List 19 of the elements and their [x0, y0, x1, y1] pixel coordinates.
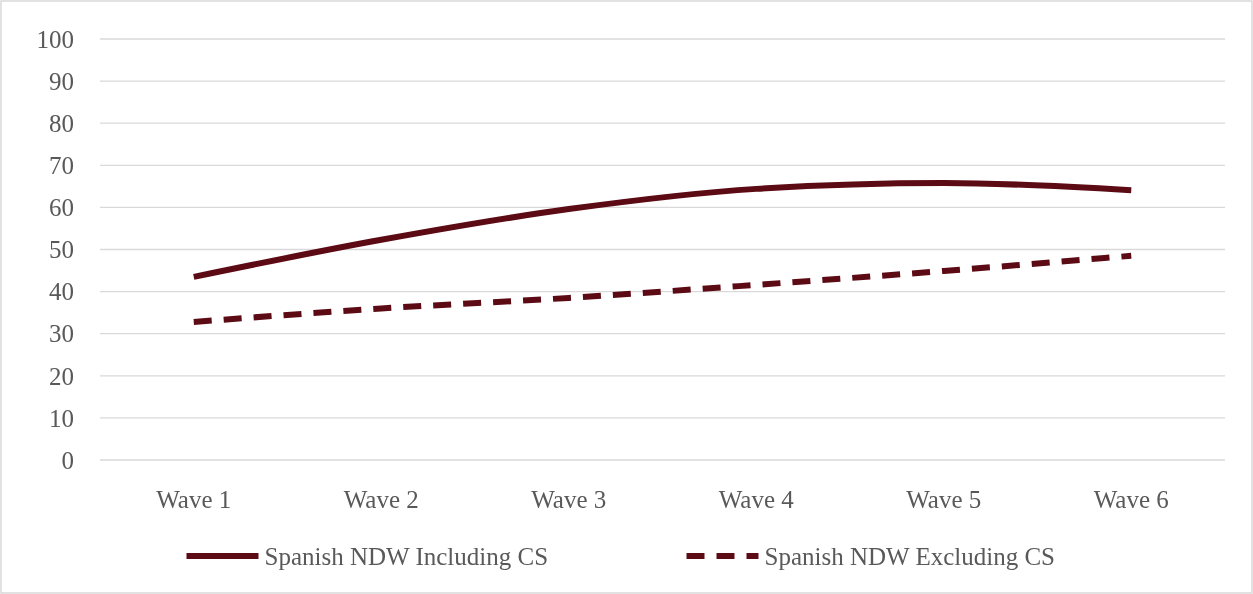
y-tick-label: 40: [49, 278, 74, 306]
x-tick-label: Wave 3: [531, 486, 607, 513]
x-tick-label: Wave 4: [718, 486, 795, 513]
y-tick-label: 80: [49, 109, 74, 137]
y-tick-label: 50: [49, 236, 74, 264]
y-tick-label: 0: [61, 446, 74, 474]
legend-label: Spanish NDW Excluding CS: [764, 542, 1056, 570]
y-tick-label: 90: [49, 67, 74, 95]
y-tick-label: 30: [49, 320, 74, 348]
legend-label: Spanish NDW Including CS: [264, 542, 549, 570]
y-tick-label: 10: [49, 404, 74, 432]
y-tick-label: 60: [49, 194, 74, 222]
x-tick-label: Wave 1: [156, 486, 232, 513]
y-tick-label: 100: [36, 25, 74, 53]
x-tick-label: Wave 5: [906, 486, 982, 513]
y-tick-label: 70: [49, 152, 74, 180]
y-tick-label: 20: [49, 362, 74, 390]
x-tick-label: Wave 2: [343, 486, 419, 513]
x-tick-label: Wave 6: [1093, 486, 1169, 513]
